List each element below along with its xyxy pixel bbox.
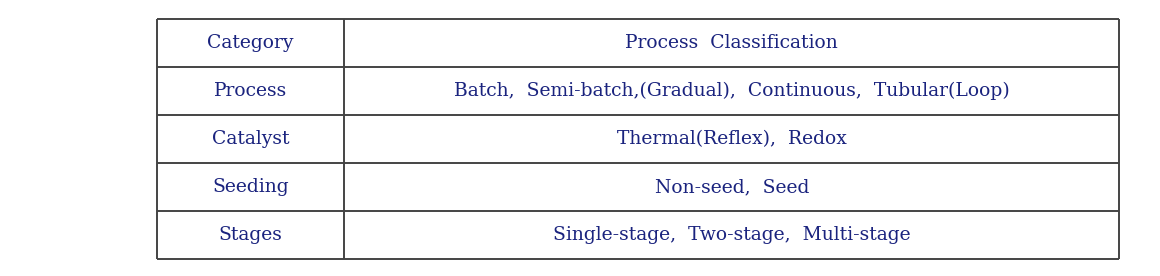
Text: Batch,  Semi-batch,(Gradual),  Continuous,  Tubular(Loop): Batch, Semi-batch,(Gradual), Continuous,… [454, 82, 1009, 100]
Text: Process: Process [213, 82, 287, 100]
Text: Category: Category [208, 34, 293, 52]
Text: Process  Classification: Process Classification [625, 34, 839, 52]
Text: Non-seed,  Seed: Non-seed, Seed [654, 178, 809, 197]
Text: Single-stage,  Two-stage,  Multi-stage: Single-stage, Two-stage, Multi-stage [553, 226, 911, 245]
Text: Thermal(Reflex),  Redox: Thermal(Reflex), Redox [617, 130, 847, 148]
Text: Seeding: Seeding [212, 178, 289, 197]
Bar [157, 19, 1119, 259]
Text: Catalyst: Catalyst [212, 130, 289, 148]
Text: Stages: Stages [218, 226, 282, 245]
